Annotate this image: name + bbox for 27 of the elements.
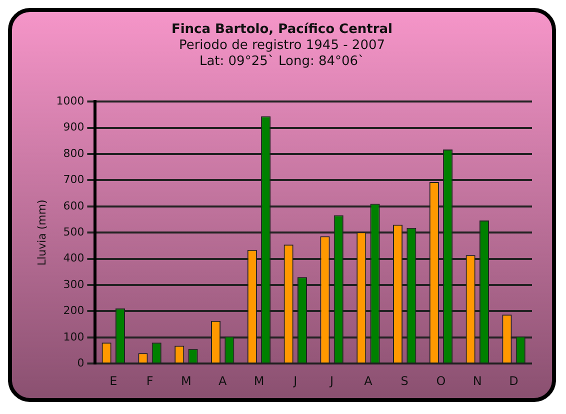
x-tick-label: M — [181, 374, 192, 388]
x-tick-label: J — [329, 374, 334, 388]
text: Periodo de registro 1945 - 2007 — [178, 38, 386, 53]
y-tick-label: 500 — [63, 225, 84, 238]
x-tick-label: E — [110, 374, 118, 388]
x-tick-label: F — [146, 374, 154, 388]
y-tick-label: 900 — [63, 120, 84, 134]
chart-title: Finca Bartolo, Pacífico Central — [171, 22, 393, 37]
x-tick-label: J — [292, 374, 298, 388]
y-tick-label: 600 — [63, 199, 84, 212]
y-tick-label: 1000 — [56, 94, 84, 108]
x-tick-label: O — [436, 374, 446, 388]
text: Lat: 09°25` Long: 84°06` — [199, 54, 365, 69]
x-tick-label: D — [509, 374, 518, 388]
y-axis-title: Lluvia (mm) — [35, 200, 48, 266]
y-tick-label: 800 — [63, 146, 84, 160]
y-tick-label: 100 — [63, 330, 84, 344]
y-tick-label: 200 — [63, 304, 84, 318]
x-tick-label: A — [364, 374, 374, 388]
x-tick-label: A — [218, 374, 228, 388]
y-tick-label: 300 — [63, 278, 84, 291]
y-tick-label: 400 — [63, 252, 84, 265]
x-tick-label: S — [400, 374, 408, 388]
x-tick-label: N — [472, 374, 482, 388]
x-tick-label: M — [254, 374, 264, 388]
y-tick-label: 700 — [63, 173, 84, 186]
y-tick-label: 0 — [77, 356, 84, 370]
